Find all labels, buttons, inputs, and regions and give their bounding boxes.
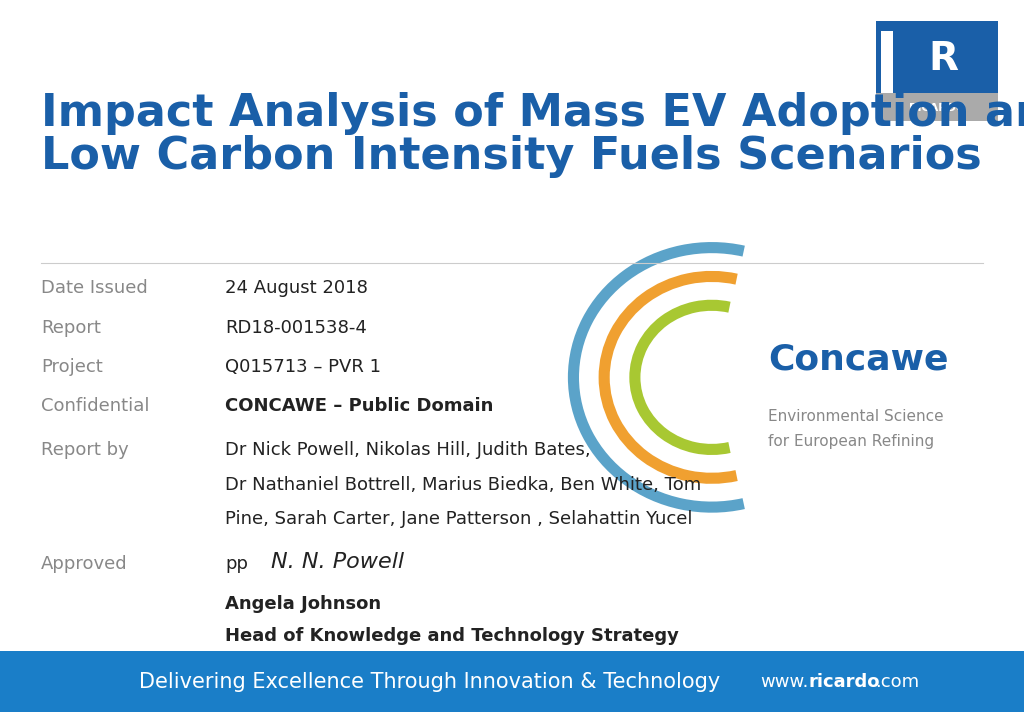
FancyBboxPatch shape [876, 21, 998, 121]
Text: Date Issued: Date Issued [41, 279, 147, 298]
Text: Pine, Sarah Carter, Jane Patterson , Selahattin Yucel: Pine, Sarah Carter, Jane Patterson , Sel… [225, 510, 693, 528]
Text: ricardo: ricardo [809, 673, 881, 691]
Text: Project: Project [41, 357, 102, 376]
Text: R: R [928, 41, 958, 78]
FancyBboxPatch shape [881, 31, 893, 96]
Text: Approved: Approved [41, 555, 128, 573]
FancyBboxPatch shape [876, 93, 998, 121]
Text: Concawe: Concawe [768, 342, 948, 377]
Text: www.: www. [761, 673, 809, 691]
Text: Impact Analysis of Mass EV Adoption and: Impact Analysis of Mass EV Adoption and [41, 93, 1024, 135]
Text: .com: .com [876, 673, 920, 691]
Text: Head of Knowledge and Technology Strategy: Head of Knowledge and Technology Strateg… [225, 627, 679, 644]
Text: Report by: Report by [41, 441, 129, 459]
Text: Dr Nick Powell, Nikolas Hill, Judith Bates,: Dr Nick Powell, Nikolas Hill, Judith Bat… [225, 441, 591, 459]
Text: RICARDO: RICARDO [908, 103, 966, 113]
Text: Report: Report [41, 318, 100, 337]
Text: Low Carbon Intensity Fuels Scenarios: Low Carbon Intensity Fuels Scenarios [41, 135, 982, 178]
Text: RD18-001538-4: RD18-001538-4 [225, 318, 368, 337]
Text: Dr Nathaniel Bottrell, Marius Biedka, Ben White, Tom: Dr Nathaniel Bottrell, Marius Biedka, Be… [225, 476, 701, 493]
Text: Delivering Excellence Through Innovation & Technology: Delivering Excellence Through Innovation… [139, 671, 721, 692]
Text: for European Refining: for European Refining [768, 434, 934, 449]
Text: pp: pp [225, 555, 248, 573]
Text: Environmental Science: Environmental Science [768, 409, 944, 424]
Text: N. N. Powell: N. N. Powell [271, 552, 404, 572]
Text: 24 August 2018: 24 August 2018 [225, 279, 369, 298]
FancyBboxPatch shape [0, 651, 1024, 712]
Text: Q015713 – PVR 1: Q015713 – PVR 1 [225, 357, 381, 376]
Text: Angela Johnson: Angela Johnson [225, 595, 381, 612]
Text: CONCAWE – Public Domain: CONCAWE – Public Domain [225, 397, 494, 415]
Text: Confidential: Confidential [41, 397, 150, 415]
